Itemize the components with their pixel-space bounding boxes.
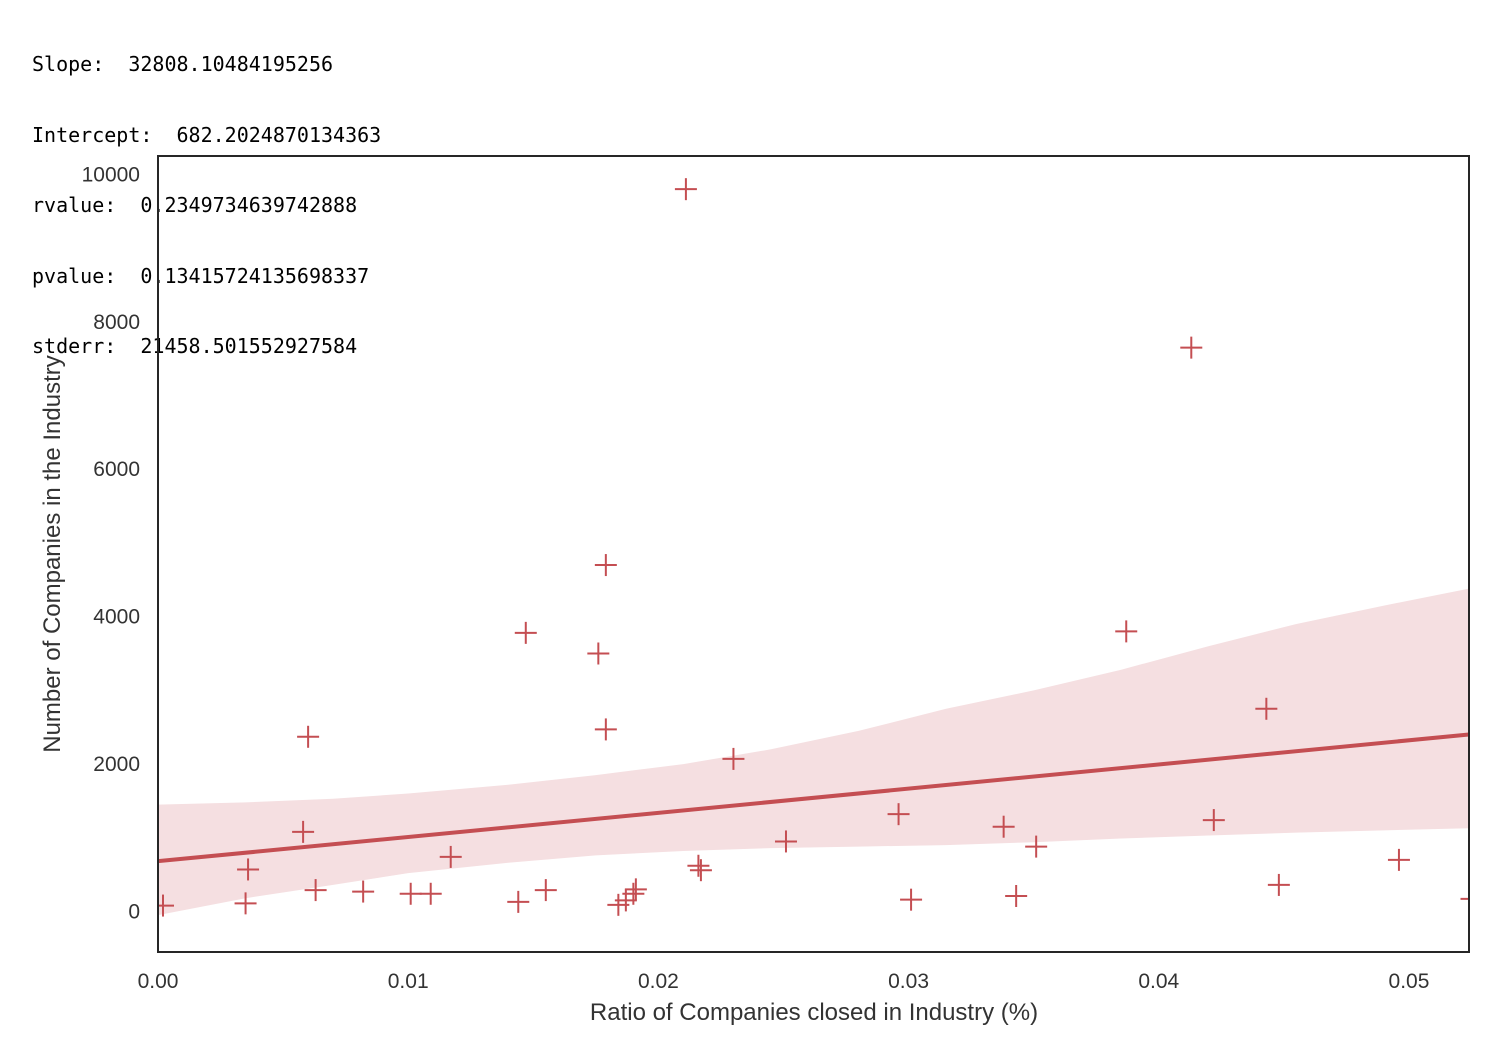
data-point [399, 882, 422, 905]
regression-line [158, 732, 1469, 864]
stderr-text: stderr: 21458.501552927584 [32, 334, 358, 358]
data-point [507, 890, 530, 913]
data-point [689, 859, 712, 882]
data-point [304, 879, 327, 902]
data-point [594, 554, 617, 577]
data-point [158, 894, 175, 917]
data-point [297, 725, 320, 748]
y-tick-label: 4000 [93, 606, 140, 629]
intercept-text: Intercept: 682.2024870134363 [32, 122, 382, 147]
data-point [587, 642, 610, 665]
y-tick-label: 8000 [93, 311, 140, 334]
data-point [352, 880, 375, 903]
data-point [992, 815, 1015, 838]
data-point [292, 820, 315, 843]
data-point [237, 858, 260, 881]
data-point [1115, 620, 1138, 643]
data-point [1460, 897, 1469, 900]
data-point [1025, 835, 1048, 858]
slope-text: Slope: 32808.10484195256 [32, 52, 334, 76]
y-tick-label: 2000 [93, 753, 140, 776]
data-point [439, 845, 462, 868]
data-point [419, 882, 442, 905]
data-point [1255, 697, 1278, 720]
x-axis-label: Ratio of Companies closed in Industry (%… [590, 999, 1038, 1026]
data-point [1005, 884, 1028, 907]
x-tick-label: 0.01 [388, 970, 429, 993]
data-point [1180, 336, 1203, 359]
data-point [687, 854, 710, 877]
data-point [514, 621, 537, 644]
plot-frame [157, 155, 1470, 953]
data-point [624, 878, 647, 901]
pvalue-text: pvalue: 0.13415724135698337 [32, 263, 370, 288]
y-tick-label: 10000 [82, 163, 140, 186]
x-tick-label: 0.02 [638, 970, 679, 993]
confidence-band [158, 588, 1469, 916]
data-point [1202, 809, 1225, 832]
data-point [887, 803, 910, 826]
data-point [234, 892, 257, 915]
data-point [594, 718, 617, 741]
y-tick-label: 0 [128, 900, 140, 923]
regression-stats: Slope: 32808.10484195256 Intercept: 682.… [32, 6, 381, 382]
data-point [607, 893, 630, 916]
y-axis-label: Number of Companies in the Industry [39, 355, 66, 753]
data-point [1387, 848, 1410, 871]
data-point [534, 879, 557, 902]
data-point [1267, 873, 1290, 896]
x-tick-label: 0.04 [1138, 970, 1179, 993]
data-point [722, 747, 745, 770]
rvalue-text: rvalue: 0.2349734639742888 [32, 193, 358, 217]
x-tick-label: 0.03 [888, 970, 929, 993]
data-point [674, 178, 697, 201]
data-point [774, 830, 797, 853]
x-tick-label: 0.05 [1389, 970, 1430, 993]
x-tick-label: 0.00 [138, 970, 179, 993]
data-point [900, 888, 923, 911]
y-tick-label: 6000 [93, 458, 140, 481]
